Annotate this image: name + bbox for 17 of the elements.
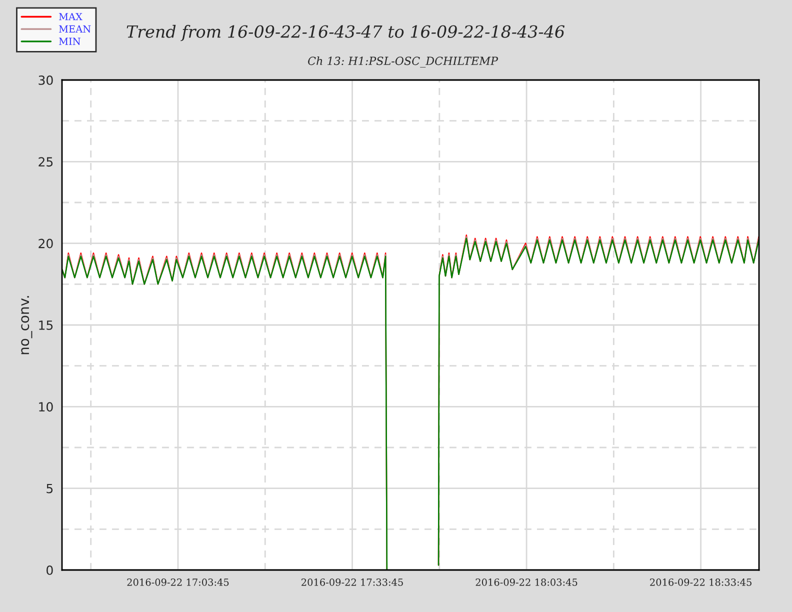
legend-label: MIN <box>59 38 80 45</box>
y-tick-label: 15 <box>39 320 53 330</box>
y-tick-label: 20 <box>38 238 53 248</box>
chart-subtitle: Ch 13: H1:PSL-OSC_DCHILTEMP <box>308 56 498 68</box>
x-tick-label: 2016-09-22 17:33:45 <box>302 578 403 586</box>
y-tick-label: 0 <box>46 565 53 575</box>
y-axis-title: no_conv. <box>21 296 32 354</box>
x-tick-label: 2016-09-22 17:03:45 <box>127 578 229 586</box>
chart-title: Trend from 16-09-22-16-43-47 to 16-09-22-18-43-46 <box>126 24 564 42</box>
y-tick-label: 30 <box>38 75 53 85</box>
legend-label: MAX <box>59 13 82 20</box>
y-tick-label: 10 <box>39 402 53 412</box>
x-tick-label: 2016-09-22 18:33:45 <box>650 578 752 586</box>
y-tick-label: 5 <box>46 484 53 494</box>
legend-label: MEAN <box>59 25 91 33</box>
y-tick-label: 25 <box>38 157 53 167</box>
x-tick-label: 2016-09-22 18:03:45 <box>476 578 578 586</box>
